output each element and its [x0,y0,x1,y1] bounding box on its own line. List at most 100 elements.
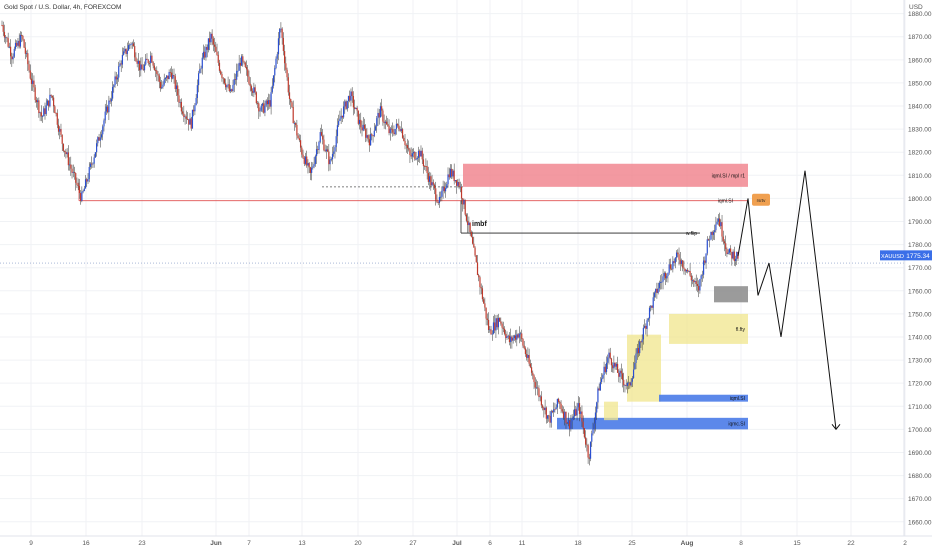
candle-down [193,109,195,112]
candle-down [470,231,472,237]
candle-down [295,123,297,125]
candle-up [314,156,316,165]
candle-down [456,180,458,186]
candle-down [158,75,160,82]
time-tick-label: 27 [409,540,417,547]
candle-up [428,176,431,182]
candle-down [135,57,137,62]
candle-up [175,85,178,90]
candle-down [190,118,192,129]
candle-down [604,366,606,372]
candle-down [365,128,367,138]
candle-down [65,151,67,155]
candle-down [432,182,434,185]
candle-down [620,370,622,374]
candle-up [318,141,320,150]
candle-down [75,173,77,183]
price-tick-label: 1820.00 [908,150,932,157]
candle-down [245,66,248,70]
candle-down [481,288,484,300]
candle-up [417,150,420,158]
candle-down [151,55,153,63]
candle-down [67,152,69,166]
candle-up [658,282,660,289]
candle-up [207,38,210,50]
candle-down [341,115,343,118]
candle-up [377,112,379,119]
candle-down [212,38,214,45]
candle-down [562,411,565,418]
candle-up [573,409,576,417]
candle-down [269,100,271,107]
price-tick-label: 1750.00 [908,311,932,318]
zone-box [557,417,748,430]
candle-down [559,401,561,404]
candle-up [510,336,512,343]
candle-down [363,124,366,129]
candle-down [528,354,530,364]
candle-down [378,112,380,118]
candle-down [382,110,384,122]
candle-up [83,188,85,192]
candle-down [475,255,477,263]
candle-up [653,292,656,298]
candle-up [162,84,164,88]
candle-up [166,75,168,78]
candle-down [474,247,476,256]
candle-down [367,135,369,140]
candle-up [447,174,449,185]
candle-down [479,277,481,288]
candle-up [728,248,730,253]
candle-down [530,367,533,373]
candle-up [680,260,683,264]
candle-up [438,196,441,203]
candle-down [61,134,63,144]
candle-up [607,357,609,363]
candle-up [527,354,529,358]
candle-down [490,329,492,335]
candle-down [436,199,438,203]
candle-up [463,199,465,205]
candle-down [242,56,244,62]
candle-down [401,129,404,138]
candle-down [222,77,224,79]
candle-down [471,236,474,244]
candle-up [201,57,203,69]
candle-up [13,48,15,57]
candle-down [55,113,57,114]
candle-down [403,137,405,141]
candle-down [28,64,30,71]
candle-down [134,46,136,58]
candle-down [56,113,58,125]
candle-down [23,39,25,48]
candle-up [577,403,579,408]
candle-up [415,159,417,160]
candle-down [677,252,679,255]
candle-up [394,129,396,135]
candle-down [284,51,286,64]
candle-down [139,60,141,71]
price-tick-label: 1740.00 [908,334,932,341]
candle-up [646,320,648,329]
candle-up [312,166,314,168]
candle-down [629,382,631,386]
candle-up [88,166,90,180]
candle-up [468,222,470,226]
price-tick-label: 1770.00 [908,265,932,272]
candle-up [92,163,94,165]
candle-up [268,100,270,105]
candle-down [10,46,12,57]
candle-up [87,179,89,182]
candle-down [48,100,50,107]
candle-up [5,37,7,39]
candle-down [640,341,642,343]
candle-down [473,243,475,248]
candle-down [718,218,721,227]
price-tick-label: 1870.00 [908,34,932,41]
candle-up [140,64,142,71]
candle-down [560,403,562,410]
candle-down [458,182,460,187]
candle-up [350,91,352,101]
